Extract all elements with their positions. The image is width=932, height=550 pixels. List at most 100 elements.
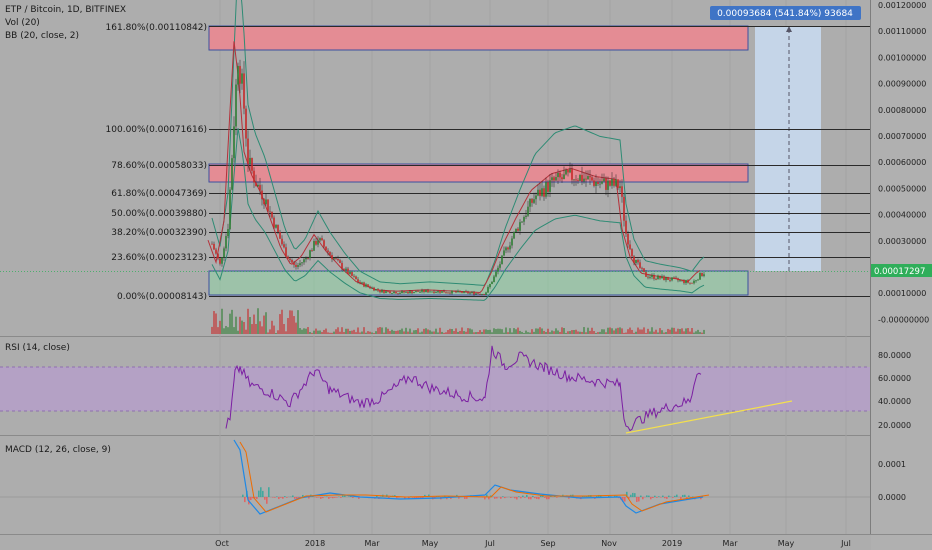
volume-bar [413, 330, 415, 334]
candle-body [237, 65, 239, 85]
macd-hist-bar [634, 493, 636, 497]
volume-bar [451, 329, 453, 334]
rsi-label[interactable]: RSI (14, close) [5, 343, 70, 353]
volume-bar [307, 327, 309, 334]
volume-bar [211, 326, 213, 334]
candle-body [503, 250, 505, 256]
candle-body [497, 267, 499, 272]
macd-hist-bar [296, 497, 298, 499]
time-axis-tick: May [778, 539, 795, 548]
macd-hist-bar [256, 497, 258, 500]
volume-bar [247, 308, 249, 334]
volume-bar [621, 328, 623, 334]
macd-hist-bar [404, 497, 406, 499]
target-zone-red-top[interactable] [208, 25, 749, 51]
measure-projection[interactable] [755, 26, 821, 271]
candle-body [229, 189, 231, 230]
candle-body [475, 293, 477, 295]
volume-bar [543, 330, 545, 334]
volume-bar [699, 332, 701, 334]
time-axis[interactable]: Oct 2018 Mar May Jul Sep Nov 2019 Mar May Jul [215, 539, 851, 548]
macd-hist-bar [496, 497, 498, 499]
candle-body [389, 291, 391, 294]
macd-hist-bar [466, 497, 468, 499]
macd-axis-1: 0.0001 [878, 460, 906, 469]
macd-hist-bar [334, 497, 336, 498]
volume-bar [503, 332, 505, 334]
candle-body [565, 169, 567, 175]
volume-bar [625, 332, 627, 334]
candle-body [525, 215, 527, 217]
macd-hist-bar [412, 497, 414, 498]
volume-bar [531, 329, 533, 334]
candle-body [643, 268, 645, 273]
volume-bar [253, 314, 255, 334]
support-zone-green[interactable] [208, 270, 749, 296]
volume-bar [425, 328, 427, 334]
volume-bar [689, 331, 691, 334]
candle-body [363, 282, 365, 287]
candle-body [601, 181, 603, 184]
resistance-zone-red[interactable] [208, 163, 749, 183]
volume-bar [591, 327, 593, 334]
volume-bar [539, 327, 541, 334]
candle-body [517, 228, 519, 231]
candle-body [243, 73, 245, 109]
macd-hist-bar [536, 497, 538, 500]
candle-body [551, 177, 553, 181]
macd-hist-bar [548, 497, 550, 500]
candle-body [415, 291, 417, 293]
volume-bar [703, 329, 705, 334]
volume-bar [685, 328, 687, 334]
volume-bar [441, 331, 443, 334]
volume-bar [289, 310, 291, 334]
volume-bar [513, 328, 515, 334]
volume-bar [445, 332, 447, 334]
candle-body [247, 138, 249, 165]
candle-body [223, 248, 225, 258]
volume-indicator-label[interactable]: Vol (20) [5, 18, 40, 28]
volume-bar [397, 330, 399, 334]
volume-bar [217, 327, 219, 334]
candle-body [683, 280, 685, 284]
volume-bar [475, 332, 477, 334]
volume-bar [507, 332, 509, 334]
macd-label[interactable]: MACD (12, 26, close, 9) [5, 445, 111, 455]
macd-hist-bar [260, 487, 262, 497]
volume-bar [309, 331, 311, 334]
candle-body [659, 275, 661, 279]
macd-hist-bar [344, 494, 346, 497]
candle-body [635, 259, 637, 263]
volume-bar [243, 322, 245, 334]
candle-body [365, 284, 367, 287]
macd-pane[interactable] [0, 436, 870, 534]
candle-body [373, 287, 375, 291]
candle-body [305, 257, 307, 260]
candle-body [639, 262, 641, 268]
volume-bar [325, 328, 327, 334]
macd-hist-bar [316, 497, 318, 498]
candle-body [697, 279, 699, 281]
candle-body [255, 182, 257, 187]
volume-bar [515, 329, 517, 334]
symbol-title[interactable]: ETP / Bitcoin, 1D, BITFINEX [5, 5, 126, 15]
macd-hist-bar [636, 497, 638, 502]
volume-bar [535, 328, 537, 334]
macd-hist-bar [292, 495, 294, 497]
macd-hist-bar [652, 497, 654, 498]
volume-bar [385, 327, 387, 334]
volume-bar [241, 320, 243, 334]
volume-bar [519, 330, 521, 334]
macd-hist-bar [638, 497, 640, 502]
macd-hist-bar [490, 495, 492, 497]
volume-bar [541, 328, 543, 334]
measure-tooltip: 0.00093684 (541.84%) 93684 [717, 9, 853, 19]
bb-indicator-label[interactable]: BB (20, close, 2) [5, 31, 79, 41]
candle-body [519, 222, 521, 231]
rsi-trendline[interactable] [625, 400, 793, 434]
candle-body [695, 280, 697, 282]
volume-bar [477, 332, 479, 334]
price-axis-tick: 0.00030000 [878, 237, 926, 246]
macd-hist-bar [504, 497, 506, 499]
